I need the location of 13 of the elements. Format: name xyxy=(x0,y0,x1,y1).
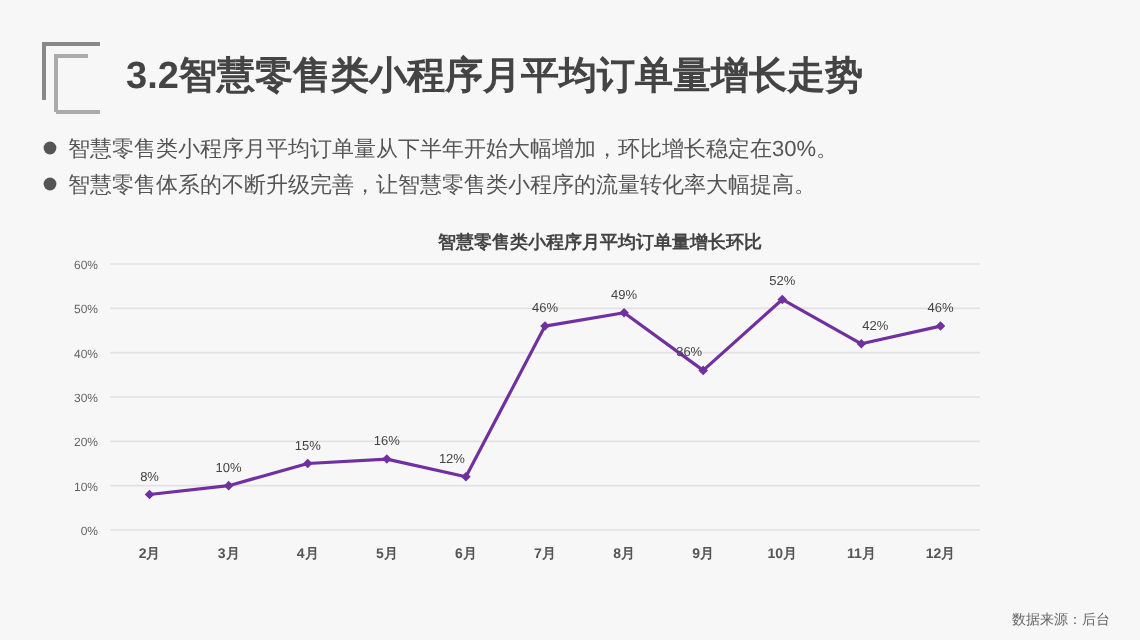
point xyxy=(777,294,788,305)
point xyxy=(223,480,234,491)
point xyxy=(856,339,867,349)
point xyxy=(461,472,471,482)
point xyxy=(698,365,708,376)
chart-title: 3.2智慧零售类小程序月平均订单量增长走势 xyxy=(126,54,863,98)
text: 智慧零售体系的不断升级完善，让智慧零售类小程序的流量转化率大幅提高。 xyxy=(68,172,816,198)
point xyxy=(935,321,946,331)
text: 智慧零售类小程序月平均订单量从下半年开始大幅增加，环比增长稳定在30%。 xyxy=(68,136,839,162)
point xyxy=(302,458,313,469)
point xyxy=(382,454,392,464)
chart-subtitle: 智慧零售类小程序月平均订单量增长环比 xyxy=(436,232,762,252)
point xyxy=(619,307,629,318)
